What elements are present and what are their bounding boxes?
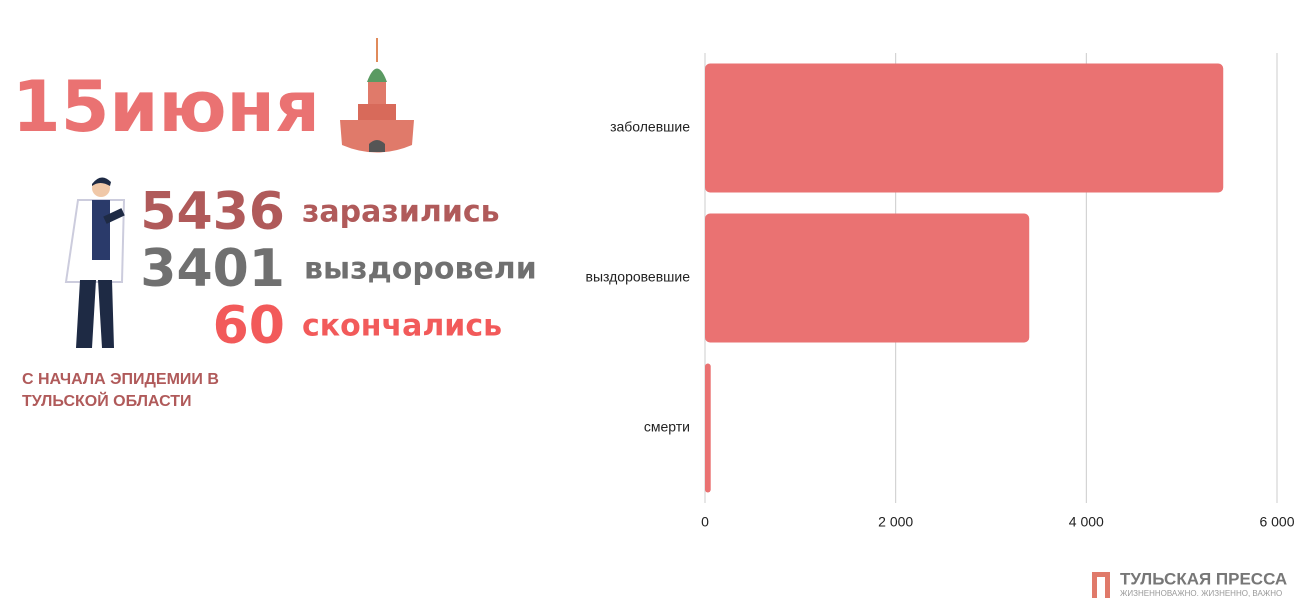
x-tick-label: 2 000 (878, 514, 913, 530)
chart: 0 2 000 4 000 6 000 заболевшие выздоровевшие с… (586, 53, 1295, 530)
doctor-figure (64, 177, 126, 348)
kremlin-tower (340, 38, 414, 153)
stat-number: 5436 (140, 182, 285, 242)
x-tick-label: 4 000 (1069, 514, 1104, 530)
date-title: 15июня (12, 66, 320, 148)
stat-number: 60 (213, 296, 285, 356)
logo-name: ТУЛЬСКАЯ ПРЕССА (1120, 569, 1287, 588)
x-tick-label: 6 000 (1259, 514, 1294, 530)
stat-label: выздоровели (304, 252, 537, 287)
caption: С НАЧАЛА ЭПИДЕМИИ В (22, 371, 219, 388)
x-tick-label: 0 (701, 514, 709, 530)
bar (705, 213, 1030, 343)
bar (705, 63, 1224, 193)
logo-slogan: ЖИЗНЕННОВАЖНО. ЖИЗНЕННО, ВАЖНО (1120, 589, 1282, 598)
stat-label: скончались (302, 309, 502, 344)
stat-number: 3401 (140, 239, 285, 299)
y-tick-label: заболевшие (610, 119, 690, 135)
caption: ТУЛЬСКОЙ ОБЛАСТИ (22, 391, 192, 410)
y-tick-label: выздоровевшие (586, 269, 691, 285)
logo: ТУЛЬСКАЯ ПРЕССА ЖИЗНЕННОВАЖНО. ЖИЗНЕННО,… (1092, 569, 1287, 598)
bar (705, 363, 711, 493)
stat-label: заразились (302, 195, 500, 230)
y-tick-label: смерти (644, 419, 690, 435)
